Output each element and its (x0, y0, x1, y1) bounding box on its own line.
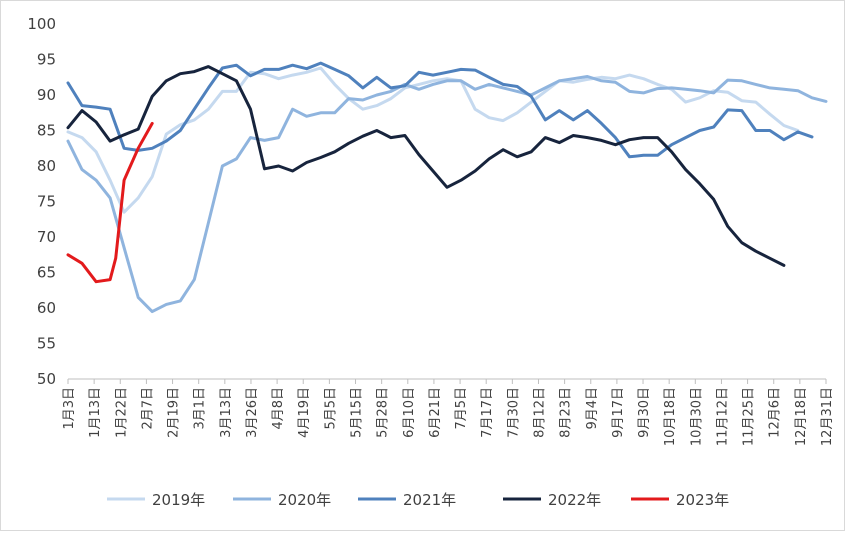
x-tick-label: 5月15日 (350, 387, 365, 438)
x-tick-label: 5月28日 (376, 387, 391, 438)
x-tick-label: 1月3日 (62, 387, 77, 430)
series-line-2021年 (66, 61, 814, 159)
y-tick-label: 75 (37, 193, 56, 211)
x-tick-label: 12月31日 (820, 387, 835, 446)
x-tick-label: 11月12日 (715, 387, 730, 446)
legend-label: 2023年 (676, 491, 729, 509)
x-tick-label: 7月5日 (454, 387, 469, 430)
series-line-2022年 (66, 65, 786, 267)
series-line-2023年 (66, 121, 154, 284)
x-tick-label: 5月5日 (323, 387, 338, 430)
x-tick-label: 7月17日 (480, 387, 495, 438)
x-tick-label: 3月26日 (245, 387, 260, 438)
y-tick-label: 95 (37, 51, 56, 69)
series-line-2019年 (66, 66, 800, 214)
y-tick-label: 85 (37, 122, 56, 140)
legend: 2019年 2020年 2021年 2022年 2023年 (107, 491, 729, 509)
x-tick-label: 12月18日 (794, 387, 809, 446)
y-tick-label: 70 (37, 228, 56, 246)
y-tick-label: 55 (37, 335, 56, 353)
legend-label: 2021年 (403, 491, 456, 509)
y-tick-label: 60 (37, 299, 56, 317)
y-tick-label: 100 (27, 15, 56, 33)
x-axis: 1月3日 1月13日 1月22日 2月7日 2月19日 3月1日 3月13日 3月26日 4月8… (62, 378, 835, 446)
x-tick-label: 10月18日 (663, 387, 678, 446)
x-tick-label: 1月13日 (88, 387, 103, 438)
series-line-2020年 (66, 75, 828, 314)
x-tick-label: 2月7日 (140, 387, 155, 430)
x-tick-label: 2月19日 (167, 387, 182, 438)
legend-label: 2020年 (278, 491, 331, 509)
x-tick-label: 9月17日 (611, 387, 626, 438)
y-tick-label: 80 (37, 157, 56, 175)
x-tick-label: 6月10日 (402, 387, 417, 438)
x-tick-label: 7月30日 (506, 387, 521, 438)
x-tick-label: 4月8日 (271, 387, 286, 430)
legend-label: 2022年 (548, 491, 601, 509)
x-tick-label: 9月30日 (637, 387, 652, 438)
x-tick-label: 3月13日 (219, 387, 234, 438)
x-tick-label: 8月23日 (559, 387, 574, 438)
y-tick-label: 90 (37, 86, 56, 104)
x-tick-label: 3月1日 (193, 387, 208, 430)
x-tick-label: 1月22日 (114, 387, 129, 438)
x-tick-label: 12月6日 (768, 387, 783, 438)
x-tick-label: 8月12日 (532, 387, 547, 438)
x-tick-label: 9月4日 (585, 387, 600, 430)
y-tick-label: 50 (37, 370, 56, 388)
x-tick-label: 10月30日 (689, 387, 704, 446)
x-tick-label: 4月19日 (297, 387, 312, 438)
y-axis: 50 55 60 65 70 75 80 85 90 95 100 (27, 15, 56, 388)
x-tick-label: 11月25日 (742, 387, 757, 446)
x-tick-label: 6月21日 (428, 387, 443, 438)
plot-area (66, 61, 828, 314)
y-tick-label: 65 (37, 264, 56, 282)
legend-label: 2019年 (152, 491, 205, 509)
